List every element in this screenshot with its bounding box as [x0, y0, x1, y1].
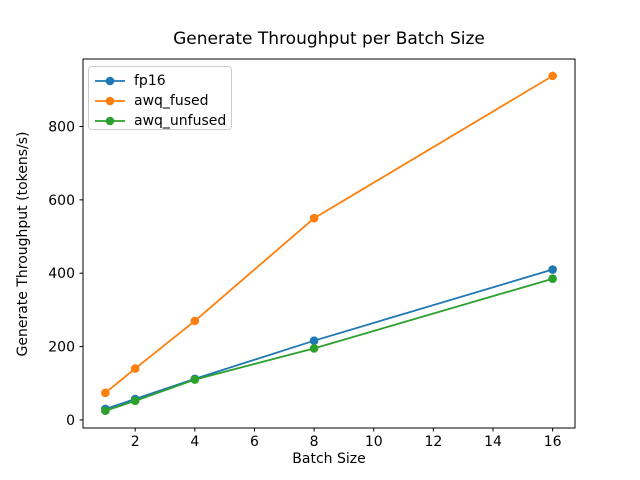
legend-swatch-awq_fused [95, 96, 125, 106]
data-point-fp16 [309, 336, 319, 346]
series-line-awq_unfused [104, 277, 554, 412]
x-tick-label: 8 [310, 434, 319, 450]
x-tick-label: 2 [131, 434, 140, 450]
data-point-awq_fused [101, 388, 110, 398]
x-tick-label: 16 [544, 434, 562, 450]
data-point-awq_unfused [101, 406, 110, 416]
data-point-awq_unfused [548, 274, 557, 284]
data-point-awq_unfused [190, 375, 200, 384]
legend: fp16 awq_fused awq_unfused [88, 66, 232, 130]
x-axis-label: Batch Size [292, 451, 366, 467]
legend-item-awq_unfused: awq_unfused [94, 111, 227, 131]
y-tick-label: 800 [48, 119, 75, 135]
legend-item-awq_fused: awq_fused [94, 91, 223, 111]
x-tick-label: 10 [365, 434, 383, 450]
x-tick-label: 6 [250, 434, 259, 450]
data-point-awq_fused [309, 213, 319, 223]
data-point-awq_unfused [309, 344, 319, 353]
data-point-awq_fused [190, 316, 200, 326]
legend-swatch-fp16 [95, 76, 125, 86]
legend-label-fp16: fp16 [134, 73, 166, 89]
data-point-awq_fused [130, 364, 140, 373]
x-tick-label: 14 [484, 434, 502, 450]
chart-title: Generate Throughput per Batch Size [173, 29, 485, 49]
legend-item-fp16: fp16 [94, 71, 223, 91]
axes-frame [82, 58, 576, 429]
legend-swatch-awq_unfused [95, 116, 125, 126]
legend-label-awq_fused: awq_fused [134, 93, 209, 109]
y-tick-label: 0 [66, 413, 75, 429]
data-point-awq_fused [548, 71, 557, 81]
y-tick-label: 600 [48, 193, 75, 209]
legend-label-awq_unfused: awq_unfused [134, 113, 227, 129]
y-tick-label: 200 [48, 340, 75, 356]
data-point-awq_unfused [130, 396, 140, 406]
x-tick-label: 4 [190, 434, 199, 450]
x-tick-label: 12 [424, 434, 442, 450]
y-tick-label: 400 [48, 266, 75, 282]
data-point-fp16 [548, 265, 557, 274]
